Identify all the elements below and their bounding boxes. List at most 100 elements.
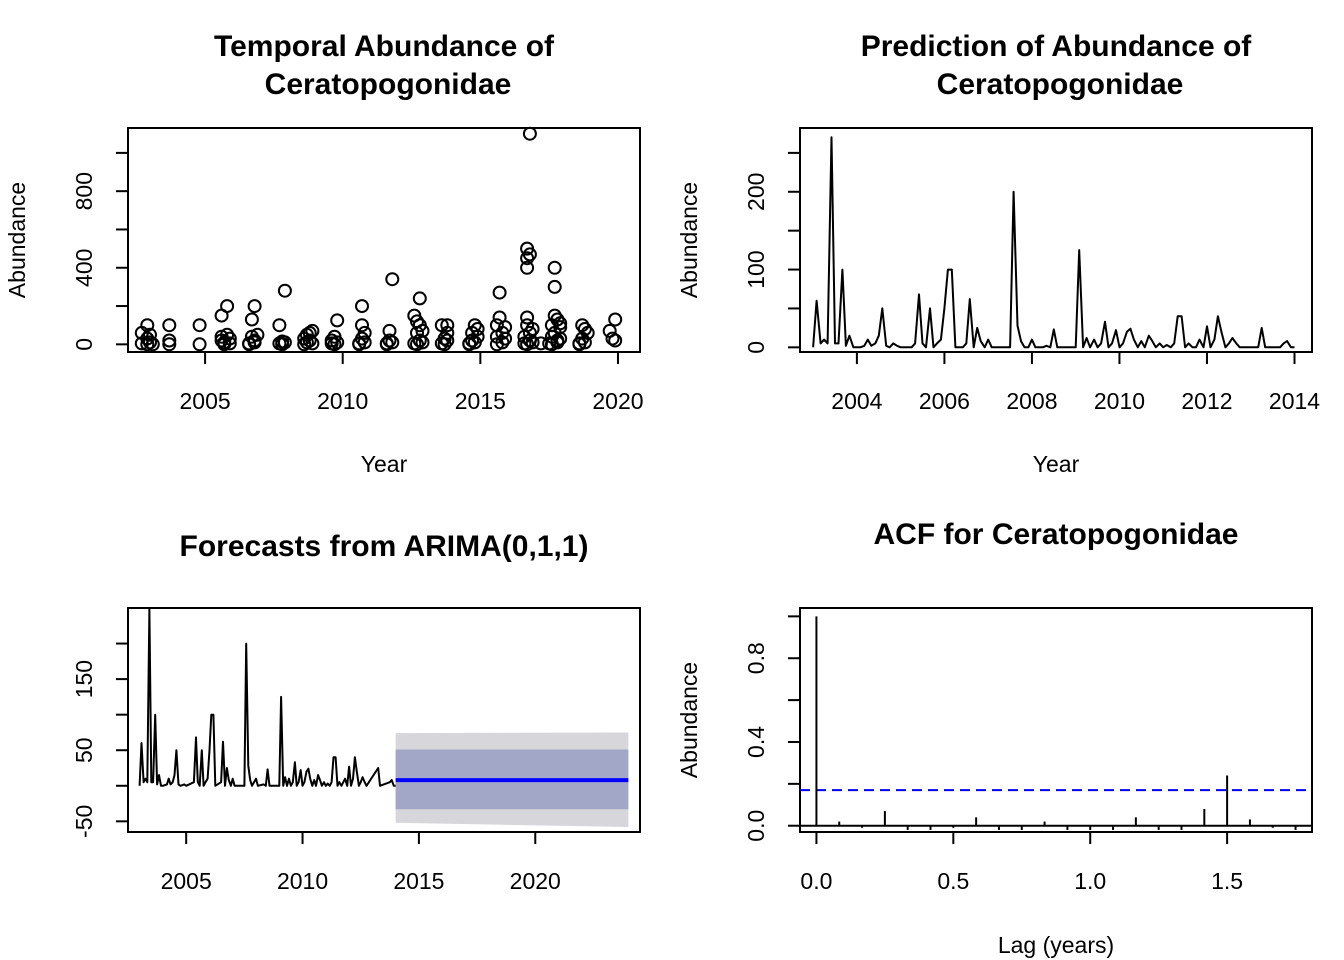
data-point: [550, 335, 565, 350]
data-point: [275, 337, 290, 352]
panel-arima-forecast: Forecasts from ARIMA(0,1,1) 2005 2010 2015…: [71, 530, 641, 894]
data-point: [498, 331, 513, 346]
x-axis: 0.0 0.5 1.0 1.5: [800, 831, 1243, 894]
y-tick-label: 0.0: [743, 810, 769, 842]
data-point: [470, 322, 485, 336]
x-axis-label: Year: [361, 451, 408, 477]
data-point: [244, 312, 259, 327]
x-tick-label: 2008: [1006, 388, 1057, 414]
x-axis: 2005 2010 2015 2020: [161, 831, 561, 894]
data-point: [162, 337, 177, 352]
data-point: [412, 291, 427, 306]
data-point: [277, 335, 292, 350]
data-point: [140, 318, 155, 333]
data-point: [220, 299, 235, 314]
data-point: [440, 318, 455, 333]
data-point: [553, 316, 568, 331]
panel-acf: ACF for Ceratopogonidae Lag (years) Abun…: [676, 518, 1313, 958]
data-point: [145, 337, 160, 352]
data-point: [412, 333, 427, 348]
chart-title: Forecasts from ARIMA(0,1,1): [180, 530, 589, 563]
data-point: [140, 337, 155, 352]
x-tick-label: 2012: [1181, 388, 1232, 414]
y-tick-label: 800: [71, 172, 97, 210]
data-point: [250, 327, 265, 342]
data-point: [247, 335, 262, 350]
data-point: [327, 337, 342, 352]
data-point: [520, 260, 535, 275]
data-point: [143, 327, 157, 342]
data-point: [247, 299, 262, 314]
x-tick-label: 1.0: [1074, 868, 1106, 894]
data-point: [192, 337, 207, 352]
panel-prediction: Prediction of Abundance of Ceratopogonid…: [676, 30, 1320, 477]
data-point: [577, 335, 592, 350]
data-point: [492, 285, 507, 300]
data-point: [440, 325, 455, 340]
y-tick-label: 0.8: [743, 642, 769, 674]
data-point: [302, 333, 317, 348]
y-axis: -50 50 150: [71, 642, 129, 838]
data-point: [222, 336, 237, 351]
data-point: [299, 335, 314, 350]
data-point: [385, 335, 400, 350]
x-axis: 2005 2010 2015 2020: [179, 351, 644, 414]
data-point: [522, 247, 537, 262]
y-tick-label: 0.4: [743, 726, 769, 758]
data-point: [382, 333, 397, 348]
acf-marks: [800, 616, 1312, 830]
chart-title-line-1: Temporal Abundance of: [214, 30, 555, 63]
y-tick-label: 100: [743, 250, 769, 288]
chart-title-line-2: Ceratopogonidae: [265, 68, 512, 101]
data-point: [330, 335, 345, 350]
y-axis-label: Abundance: [676, 662, 702, 778]
x-tick-label: 2005: [161, 868, 212, 894]
data-point: [355, 299, 369, 314]
chart-title-line-2: Ceratopogonidae: [937, 68, 1184, 101]
data-point: [305, 336, 320, 351]
y-tick-label: -50: [71, 805, 97, 838]
x-tick-label: 2020: [592, 388, 643, 414]
data-point: [547, 260, 562, 275]
x-axis-label: Year: [1033, 451, 1080, 477]
data-point: [330, 313, 345, 328]
x-tick-label: 2015: [393, 868, 444, 894]
forecast-marks: [138, 607, 629, 828]
x-tick-label: 0.5: [937, 868, 969, 894]
x-tick-label: 2010: [1094, 388, 1145, 414]
data-point: [547, 279, 562, 294]
y-axis: 0 400 800: [71, 151, 129, 351]
x-tick-label: 2006: [919, 388, 970, 414]
y-axis-label: Abundance: [676, 182, 702, 298]
y-axis: 0.0 0.4 0.8: [743, 615, 801, 842]
data-point: [440, 333, 455, 348]
data-point: [277, 283, 292, 298]
data-point: [357, 325, 372, 340]
x-tick-label: 0.0: [800, 868, 832, 894]
panel-temporal-abundance: Temporal Abundance of Ceratopogonidae Ye…: [4, 30, 644, 477]
y-tick-label: 0: [71, 338, 97, 351]
x-tick-label: 2015: [455, 388, 506, 414]
data-point: [272, 318, 287, 333]
y-tick-label: 400: [71, 249, 97, 287]
data-point: [520, 310, 535, 325]
data-point: [385, 272, 400, 287]
data-point: [192, 318, 207, 333]
data-point: [522, 126, 537, 141]
x-tick-label: 1.5: [1211, 868, 1243, 894]
x-tick-label: 2010: [277, 868, 328, 894]
y-axis-label: Abundance: [4, 182, 30, 298]
y-tick-label: 50: [71, 737, 97, 763]
data-point: [525, 322, 540, 336]
y-axis: 0 100 200: [743, 151, 801, 354]
y-tick-label: 150: [71, 660, 97, 698]
data-point: [580, 325, 595, 340]
data-point: [608, 333, 623, 348]
data-point: [605, 331, 620, 346]
series-line: [812, 136, 1295, 349]
scatter-points: [134, 126, 623, 352]
data-point: [162, 333, 177, 348]
data-point: [162, 318, 177, 333]
series-line: [812, 136, 1295, 349]
